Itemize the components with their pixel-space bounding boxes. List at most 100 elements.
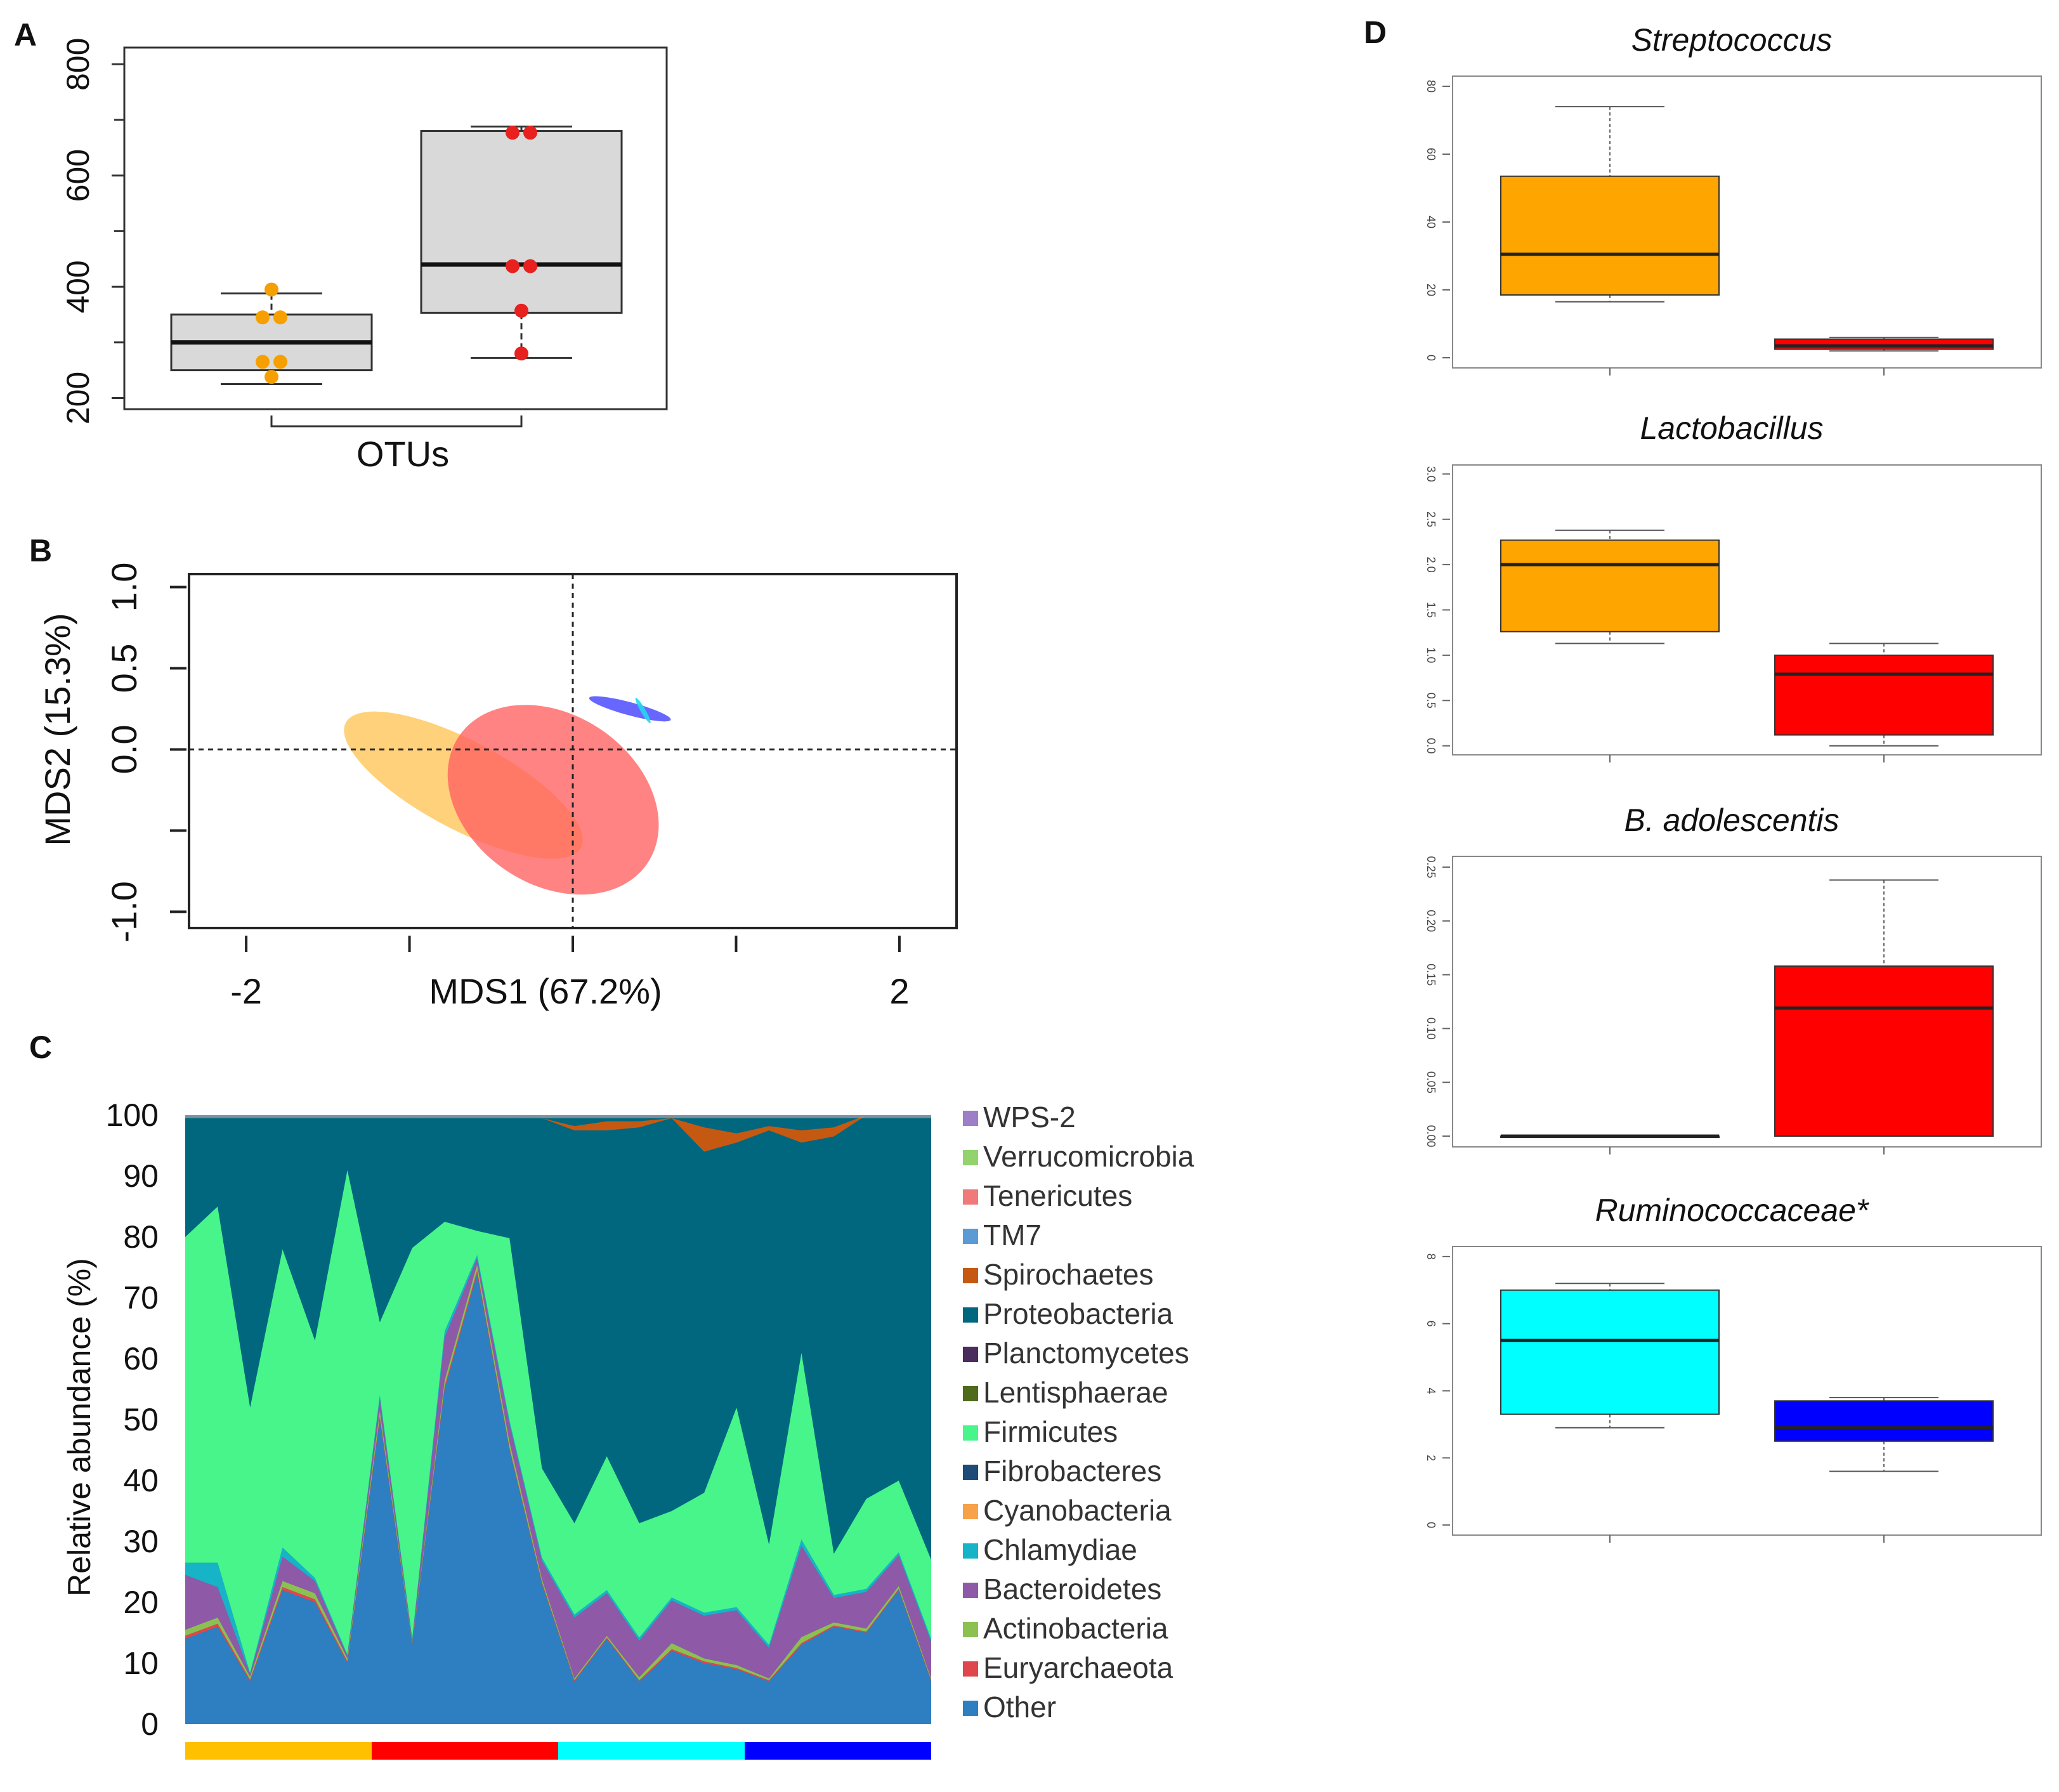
- panel-b-axes: -2 2 -1.0 0.0 0.5 1.0: [104, 563, 909, 1011]
- d-y-tick-label: 0: [1425, 355, 1437, 361]
- b-ellipse-red: [447, 705, 659, 895]
- c-legend-swatch: [963, 1583, 978, 1598]
- c-legend-swatch: [963, 1701, 978, 1716]
- panel-c-legend: WPS-2 Verrucomicrobia Tenericutes TM7 Spiroc…: [963, 1101, 1194, 1723]
- d-subpanel-title: Ruminococcaceae*: [1595, 1193, 1869, 1228]
- c-y-tick-label: 0: [141, 1706, 159, 1742]
- d-subpanel-title: Lactobacillus: [1640, 410, 1823, 446]
- c-legend-label: WPS-2: [983, 1101, 1076, 1134]
- d-subpanel-frame: [1452, 856, 2042, 1148]
- panel-label-d: D: [1364, 15, 1387, 50]
- a-data-point: [273, 355, 287, 369]
- c-y-tick-label: 80: [123, 1219, 159, 1255]
- c-y-tick-label: 40: [123, 1463, 159, 1498]
- d-y-tick-label: 0.20: [1425, 910, 1437, 932]
- a-data-point: [506, 259, 520, 273]
- panel-label-b: B: [29, 533, 52, 568]
- a-data-point: [523, 126, 537, 140]
- d-subpanel-title: Streptococcus: [1631, 22, 1833, 58]
- a-data-point: [506, 126, 520, 140]
- b-y-tick-label: -1.0: [104, 881, 144, 943]
- panel-d-boxplots: Streptococcus020406080Lactobacillus0.00.…: [1425, 22, 2042, 1543]
- c-y-tick-label: 70: [123, 1280, 159, 1316]
- d-subpanel-4: Ruminococcaceae* 0 2 4 6 8: [1425, 1193, 2042, 1543]
- d-y-tick-label: 4: [1425, 1387, 1437, 1394]
- c-y-tick-label: 90: [123, 1158, 159, 1194]
- d-y-tick-label: 2.0: [1425, 557, 1437, 573]
- panel-b-ellipses: [344, 696, 671, 895]
- d-y-tick-label: 0.00: [1425, 1125, 1437, 1148]
- c-legend-label: Lentisphaerae: [983, 1376, 1168, 1409]
- d-box: [1774, 338, 1994, 350]
- d-box: [1774, 1400, 1994, 1442]
- a-data-point: [273, 310, 287, 325]
- d-y-tick-label: 0.25: [1425, 856, 1437, 878]
- c-legend-label: Fibrobacteres: [983, 1455, 1161, 1488]
- a-box: [420, 130, 623, 314]
- c-legend-swatch: [963, 1268, 978, 1283]
- panel-c-stacked-area: 0 10 20 30 40 50 60 70 80 90 100 Relative abundanc…: [62, 1097, 1194, 1760]
- d-subpanel-3: B. adolescentis 0.00 0.05 0.10 0.15 0.20 0.25: [1425, 802, 2042, 1154]
- c-area-spirochaetes: [185, 1115, 931, 1152]
- c-legend-swatch: [963, 1386, 978, 1401]
- c-legend-swatch: [963, 1347, 978, 1362]
- panel-label-a: A: [14, 17, 37, 53]
- c-legend-swatch: [963, 1465, 978, 1480]
- c-y-tick-label: 30: [123, 1524, 159, 1559]
- d-y-tick-label: 20: [1425, 284, 1437, 296]
- c-area-wps-2: [185, 1115, 931, 1117]
- c-area-firmicutes: [185, 1170, 931, 1673]
- d-y-tick-label: 2.5: [1425, 511, 1437, 527]
- c-legend-label: Verrucomicrobia: [983, 1140, 1194, 1173]
- c-y-tick-label: 50: [123, 1402, 159, 1437]
- d-y-tick-label: 0.10: [1425, 1017, 1437, 1040]
- d-y-tick-label: 3.0: [1425, 466, 1437, 482]
- d-subpanel-1: Streptococcus 0 20 40 60 80: [1425, 22, 2042, 376]
- c-y-tick-label: 100: [106, 1097, 159, 1133]
- d-y-tick-label: 2: [1425, 1455, 1437, 1461]
- c-legend-label: Bacteroidetes: [983, 1573, 1161, 1606]
- d-y-tick-label: 1.0: [1425, 647, 1437, 663]
- d-y-tick-label: 80: [1425, 80, 1437, 93]
- c-group-bar-segment: [372, 1742, 558, 1760]
- c-y-tick-label: 20: [123, 1585, 159, 1620]
- panel-a-boxplot: 200 400 600 800 OTUs: [60, 38, 668, 474]
- a-data-point: [265, 282, 278, 297]
- panel-c-areas: [185, 1115, 931, 1724]
- c-legend-label: Chlamydiae: [983, 1533, 1137, 1566]
- c-area-bacteroidetes: [185, 1258, 931, 1678]
- c-area-other: [185, 1273, 931, 1724]
- c-legend-swatch: [963, 1543, 978, 1559]
- c-legend-label: Cyanobacteria: [983, 1494, 1172, 1527]
- panel-c-y-axis: 0 10 20 30 40 50 60 70 80 90 100: [106, 1097, 159, 1742]
- c-y-tick-label: 10: [123, 1645, 159, 1681]
- d-y-tick-label: 0: [1425, 1522, 1437, 1528]
- panel-a-x-label: OTUs: [356, 434, 449, 474]
- c-legend-swatch: [963, 1661, 978, 1677]
- c-group-bar-segment: [558, 1742, 745, 1760]
- c-legend-label: TM7: [983, 1219, 1042, 1252]
- panel-b-frame: [188, 573, 958, 929]
- a-data-point: [265, 370, 278, 384]
- c-area-proteobacteria: [185, 1115, 931, 1560]
- b-y-tick-label: 0.5: [104, 644, 144, 693]
- d-box: [1500, 1289, 1720, 1415]
- c-legend-swatch: [963, 1504, 978, 1519]
- a-y-tick-label: 400: [60, 260, 96, 313]
- a-data-point: [256, 310, 270, 325]
- b-x-tick-label: 2: [889, 971, 909, 1011]
- d-subpanel-frame: [1452, 75, 2042, 369]
- b-y-tick-label: 1.0: [104, 563, 144, 612]
- a-data-point: [256, 355, 270, 369]
- c-legend-label: Proteobacteria: [983, 1297, 1173, 1330]
- panel-a-frame: [123, 46, 668, 410]
- c-legend-label: Euryarchaeota: [983, 1651, 1173, 1684]
- c-legend-label: Firmicutes: [983, 1415, 1118, 1448]
- c-legend-swatch: [963, 1111, 978, 1126]
- panel-a-y-axis: 200 400 600 800: [60, 38, 124, 424]
- panel-label-c: C: [29, 1030, 52, 1065]
- a-data-point: [514, 303, 528, 318]
- c-legend-swatch: [963, 1229, 978, 1244]
- c-legend-swatch: [963, 1150, 978, 1165]
